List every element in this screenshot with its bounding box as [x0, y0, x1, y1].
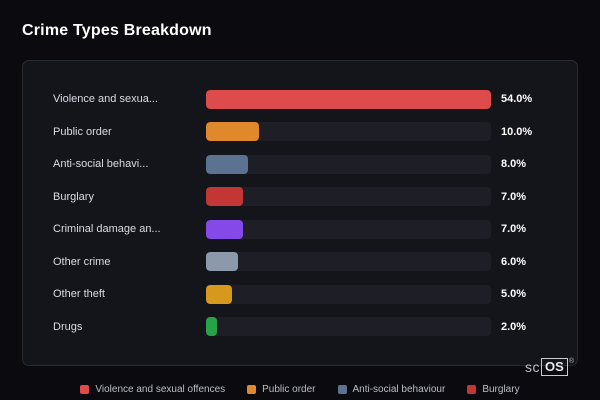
- category-label: Other crime: [53, 255, 111, 268]
- chart-row: Criminal damage an... 7.0%: [53, 213, 549, 245]
- legend-label: Public order: [262, 384, 316, 395]
- bar-track: [206, 219, 491, 239]
- category-label: Criminal damage an...: [53, 223, 161, 236]
- legend-item[interactable]: Burglary: [467, 384, 520, 395]
- bar-fill[interactable]: [206, 317, 217, 337]
- bar-fill[interactable]: [206, 252, 238, 272]
- value-label: 54.0%: [501, 93, 533, 105]
- brand-box: OS: [541, 358, 568, 376]
- bar-track: [206, 252, 491, 272]
- chart-row: Other theft 5.0%: [53, 278, 549, 310]
- value-label: 8.0%: [501, 158, 527, 171]
- chart-row: Burglary 7.0%: [53, 181, 549, 213]
- category-label: Other theft: [53, 288, 105, 301]
- category-label: Anti-social behavi...: [53, 158, 149, 171]
- legend-label: Violence and sexual offences: [95, 384, 226, 395]
- value-label: 7.0%: [501, 223, 527, 236]
- legend-label: Burglary: [482, 384, 520, 395]
- value-label: 2.0%: [501, 320, 527, 333]
- legend-item[interactable]: Public order: [247, 384, 316, 395]
- bar-track: [206, 154, 491, 174]
- bar-fill[interactable]: [206, 154, 249, 174]
- legend-label: Anti-social behaviour: [352, 384, 446, 395]
- bar-fill[interactable]: [206, 284, 233, 304]
- value-label: 6.0%: [501, 255, 527, 268]
- category-label: Public order: [53, 125, 112, 138]
- value-label: 5.0%: [501, 288, 527, 301]
- value-label: 10.0%: [501, 125, 533, 138]
- category-label: Burglary: [53, 190, 94, 203]
- legend-swatch-icon: [247, 385, 257, 394]
- page-title: Crime Types Breakdown: [22, 22, 212, 39]
- legend-item[interactable]: Anti-social behaviour: [337, 384, 446, 395]
- registered-mark-icon: ®: [568, 358, 574, 365]
- bar-chart: Violence and sexua... 54.0% Public order 10…: [53, 83, 549, 343]
- chart-legend: Violence and sexual offences Public order…: [0, 384, 600, 395]
- bar-fill[interactable]: [206, 89, 491, 109]
- chart-row: Other crime 6.0%: [53, 246, 549, 278]
- bar-track: [206, 317, 491, 337]
- bar-track: [206, 89, 491, 109]
- brand-prefix: sc: [525, 359, 541, 375]
- value-label: 7.0%: [501, 190, 527, 203]
- chart-card: Violence and sexua... 54.0% Public order 10…: [22, 60, 578, 366]
- legend-item[interactable]: Violence and sexual offences: [80, 384, 225, 395]
- brand-logo: sc OS ®: [525, 358, 574, 376]
- chart-row: Public order 10.0%: [53, 116, 549, 148]
- bar-track: [206, 187, 491, 207]
- chart-row: Anti-social behavi... 8.0%: [53, 148, 549, 180]
- bar-track: [206, 284, 491, 304]
- legend-swatch-icon: [337, 385, 347, 394]
- bar-fill[interactable]: [206, 219, 243, 239]
- bar-track: [206, 122, 491, 142]
- bar-fill[interactable]: [206, 122, 259, 142]
- chart-row: Violence and sexua... 54.0%: [53, 83, 549, 115]
- category-label: Violence and sexua...: [53, 93, 158, 105]
- bar-fill[interactable]: [206, 187, 243, 207]
- category-label: Drugs: [53, 320, 83, 333]
- chart-row: Drugs 2.0%: [53, 311, 549, 343]
- legend-swatch-icon: [80, 385, 90, 394]
- legend-swatch-icon: [467, 385, 477, 394]
